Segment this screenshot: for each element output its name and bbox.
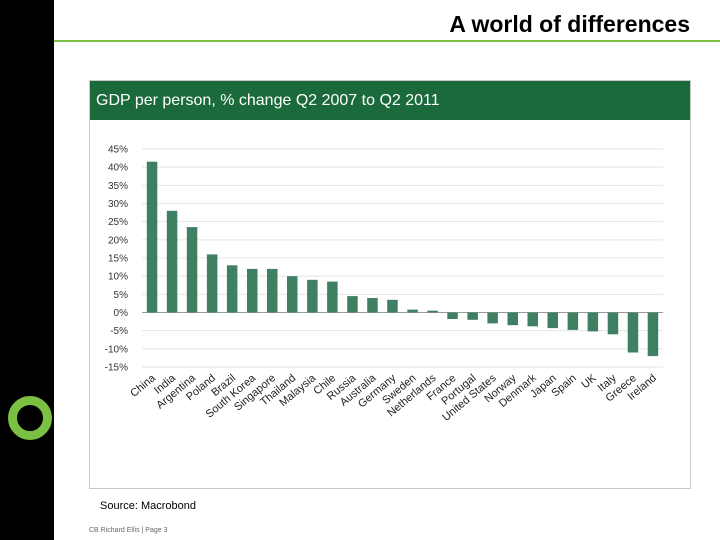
y-tick-label: 20% <box>108 235 128 246</box>
brand-logo-ring <box>8 396 52 440</box>
bar <box>607 312 619 335</box>
y-tick-label: 5% <box>114 290 129 301</box>
bar <box>447 312 458 319</box>
bar <box>627 312 639 353</box>
bar <box>487 312 498 324</box>
bar <box>407 309 418 313</box>
x-category-label: UK <box>579 372 599 391</box>
chart-panel: GDP per person, % change Q2 2007 to Q2 2… <box>89 80 691 489</box>
bar <box>307 279 318 313</box>
y-tick-label: 35% <box>108 181 128 192</box>
y-tick-label: 25% <box>108 217 128 228</box>
bar <box>166 210 178 313</box>
bar <box>226 265 238 313</box>
bar <box>146 161 158 313</box>
bar <box>587 312 599 332</box>
source-note: Source: Macrobond <box>100 500 196 512</box>
y-tick-label: -15% <box>105 363 128 374</box>
chart-title: GDP per person, % change Q2 2007 to Q2 2… <box>90 81 690 120</box>
bar <box>567 312 579 330</box>
y-tick-label: 40% <box>108 163 128 174</box>
bar <box>347 296 358 313</box>
bar <box>467 312 478 320</box>
bar <box>206 254 218 313</box>
bar <box>647 312 659 357</box>
bar <box>507 312 518 326</box>
y-tick-label: 45% <box>108 145 128 156</box>
bar <box>327 281 338 313</box>
bar <box>527 312 538 327</box>
bar <box>267 268 278 313</box>
y-tick-label: -10% <box>105 344 128 355</box>
y-tick-label: 0% <box>114 308 129 319</box>
title-divider <box>54 40 720 42</box>
bar <box>287 276 298 313</box>
y-tick-label: 15% <box>108 254 128 265</box>
left-sidebar-band <box>0 0 54 540</box>
y-tick-label: 10% <box>108 272 128 283</box>
bar <box>186 227 198 313</box>
bar <box>247 268 258 313</box>
y-tick-label: -5% <box>110 326 128 337</box>
y-tick-label: 30% <box>108 199 128 210</box>
bar <box>387 299 398 313</box>
page-footer: CB Richard Ellis | Page 3 <box>89 527 168 534</box>
bar <box>367 298 378 313</box>
slide-title: A world of differences <box>449 11 690 37</box>
bar <box>547 312 558 329</box>
bar-chart: 45%40%35%30%25%20%15%10%5%0%-5%-10%-15%C… <box>105 145 663 424</box>
bar <box>427 310 438 313</box>
